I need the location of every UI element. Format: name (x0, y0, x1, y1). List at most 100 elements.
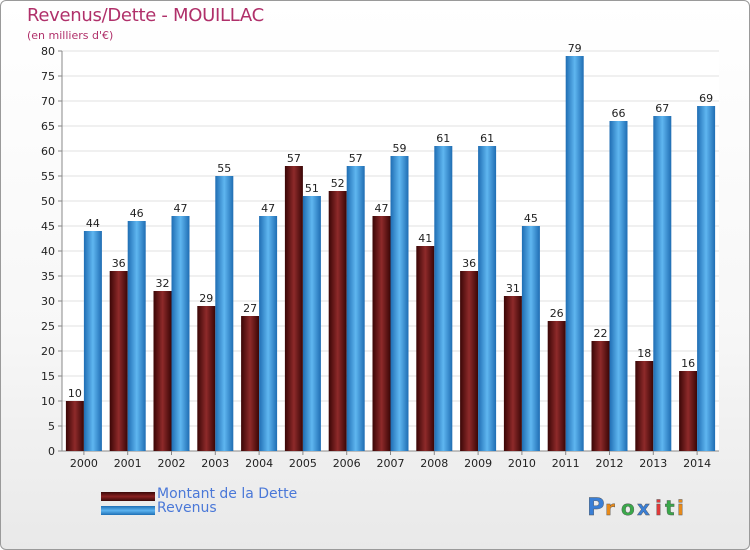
data-label-dette: 57 (287, 152, 301, 165)
data-label-revenus: 79 (568, 42, 582, 55)
data-label-revenus: 55 (217, 162, 231, 175)
data-label-revenus: 69 (699, 92, 713, 105)
y-tick-label: 60 (41, 145, 55, 158)
y-tick-label: 0 (48, 445, 55, 458)
y-tick-label: 50 (41, 195, 55, 208)
bar-revenus (478, 146, 497, 451)
bar-revenus (302, 196, 321, 451)
x-tick-label: 2004 (245, 457, 273, 470)
x-tick-label: 2009 (464, 457, 492, 470)
x-tick-label: 2011 (552, 457, 580, 470)
data-label-dette: 18 (637, 347, 651, 360)
legend-label-dette: Montant de la Dette (157, 486, 298, 502)
data-label-revenus: 51 (305, 182, 319, 195)
x-tick-label: 2008 (420, 457, 448, 470)
logo-letter: i (655, 496, 662, 520)
data-label-dette: 29 (199, 292, 213, 305)
y-tick-label: 65 (41, 120, 55, 133)
y-tick-label: 20 (41, 345, 55, 358)
data-label-revenus: 57 (349, 152, 363, 165)
logo-letter: i (677, 496, 684, 520)
bar-revenus (521, 226, 540, 451)
data-label-revenus: 44 (86, 217, 100, 230)
x-tick-label: 2003 (201, 457, 229, 470)
bar-dette (284, 166, 303, 451)
data-label-dette: 36 (462, 257, 476, 270)
logo-letter: P (587, 493, 605, 521)
bar-dette (635, 361, 654, 451)
x-tick-label: 2000 (70, 457, 98, 470)
data-label-dette: 41 (418, 232, 432, 245)
y-tick-label: 5 (48, 420, 55, 433)
y-tick-label: 15 (41, 370, 55, 383)
data-label-dette: 10 (68, 387, 82, 400)
y-tick-label: 25 (41, 320, 55, 333)
x-tick-label: 2007 (377, 457, 405, 470)
bar-revenus (609, 121, 628, 451)
bar-dette (241, 316, 260, 451)
bar-dette (197, 306, 216, 451)
y-tick-label: 55 (41, 170, 55, 183)
data-label-revenus: 67 (655, 102, 669, 115)
x-tick-label: 2013 (639, 457, 667, 470)
data-label-revenus: 61 (436, 132, 450, 145)
bar-revenus (565, 56, 584, 451)
data-label-revenus: 45 (524, 212, 538, 225)
bar-dette (679, 371, 698, 451)
bar-revenus (653, 116, 672, 451)
data-label-dette: 27 (243, 302, 257, 315)
bar-revenus (697, 106, 716, 451)
data-label-revenus: 47 (174, 202, 188, 215)
bar-dette (109, 271, 128, 451)
bar-revenus (171, 216, 190, 451)
bar-dette (328, 191, 347, 451)
x-tick-label: 2012 (596, 457, 624, 470)
x-tick-label: 2005 (289, 457, 317, 470)
data-label-dette: 31 (506, 282, 520, 295)
data-label-dette: 16 (681, 357, 695, 370)
legend-swatch-dette (101, 492, 155, 501)
data-label-revenus: 61 (480, 132, 494, 145)
bar-dette (460, 271, 479, 451)
bar-revenus (259, 216, 278, 451)
bar-dette (153, 291, 172, 451)
legend-swatch-revenus (101, 506, 155, 515)
bar-dette (503, 296, 522, 451)
chart-subtitle: (en milliers d'€) (27, 29, 114, 42)
bar-revenus (390, 156, 409, 451)
bar-dette (591, 341, 610, 451)
chart-title: Revenus/Dette - MOUILLAC (27, 5, 264, 26)
data-label-revenus: 59 (393, 142, 407, 155)
data-label-revenus: 66 (612, 107, 626, 120)
data-label-dette: 47 (375, 202, 389, 215)
bar-revenus (346, 166, 365, 451)
bar-revenus (127, 221, 146, 451)
bar-dette (547, 321, 566, 451)
logo-letter: r (605, 496, 615, 520)
x-tick-label: 2014 (683, 457, 711, 470)
x-tick-label: 2001 (114, 457, 142, 470)
data-label-dette: 32 (156, 277, 170, 290)
bar-revenus (434, 146, 453, 451)
y-tick-label: 10 (41, 395, 55, 408)
data-label-dette: 22 (594, 327, 608, 340)
y-tick-label: 45 (41, 220, 55, 233)
y-tick-label: 30 (41, 295, 55, 308)
y-tick-label: 40 (41, 245, 55, 258)
x-tick-label: 2006 (333, 457, 361, 470)
x-tick-label: 2010 (508, 457, 536, 470)
bar-revenus (83, 231, 102, 451)
legend-label-revenus: Revenus (157, 500, 217, 516)
data-label-dette: 36 (112, 257, 126, 270)
y-tick-label: 35 (41, 270, 55, 283)
x-tick-label: 2002 (158, 457, 186, 470)
data-label-revenus: 47 (261, 202, 275, 215)
y-tick-label: 75 (41, 70, 55, 83)
logo-letter: o (621, 496, 635, 520)
logo-letter: t (665, 496, 675, 520)
bar-dette (416, 246, 435, 451)
bar-dette (372, 216, 391, 451)
